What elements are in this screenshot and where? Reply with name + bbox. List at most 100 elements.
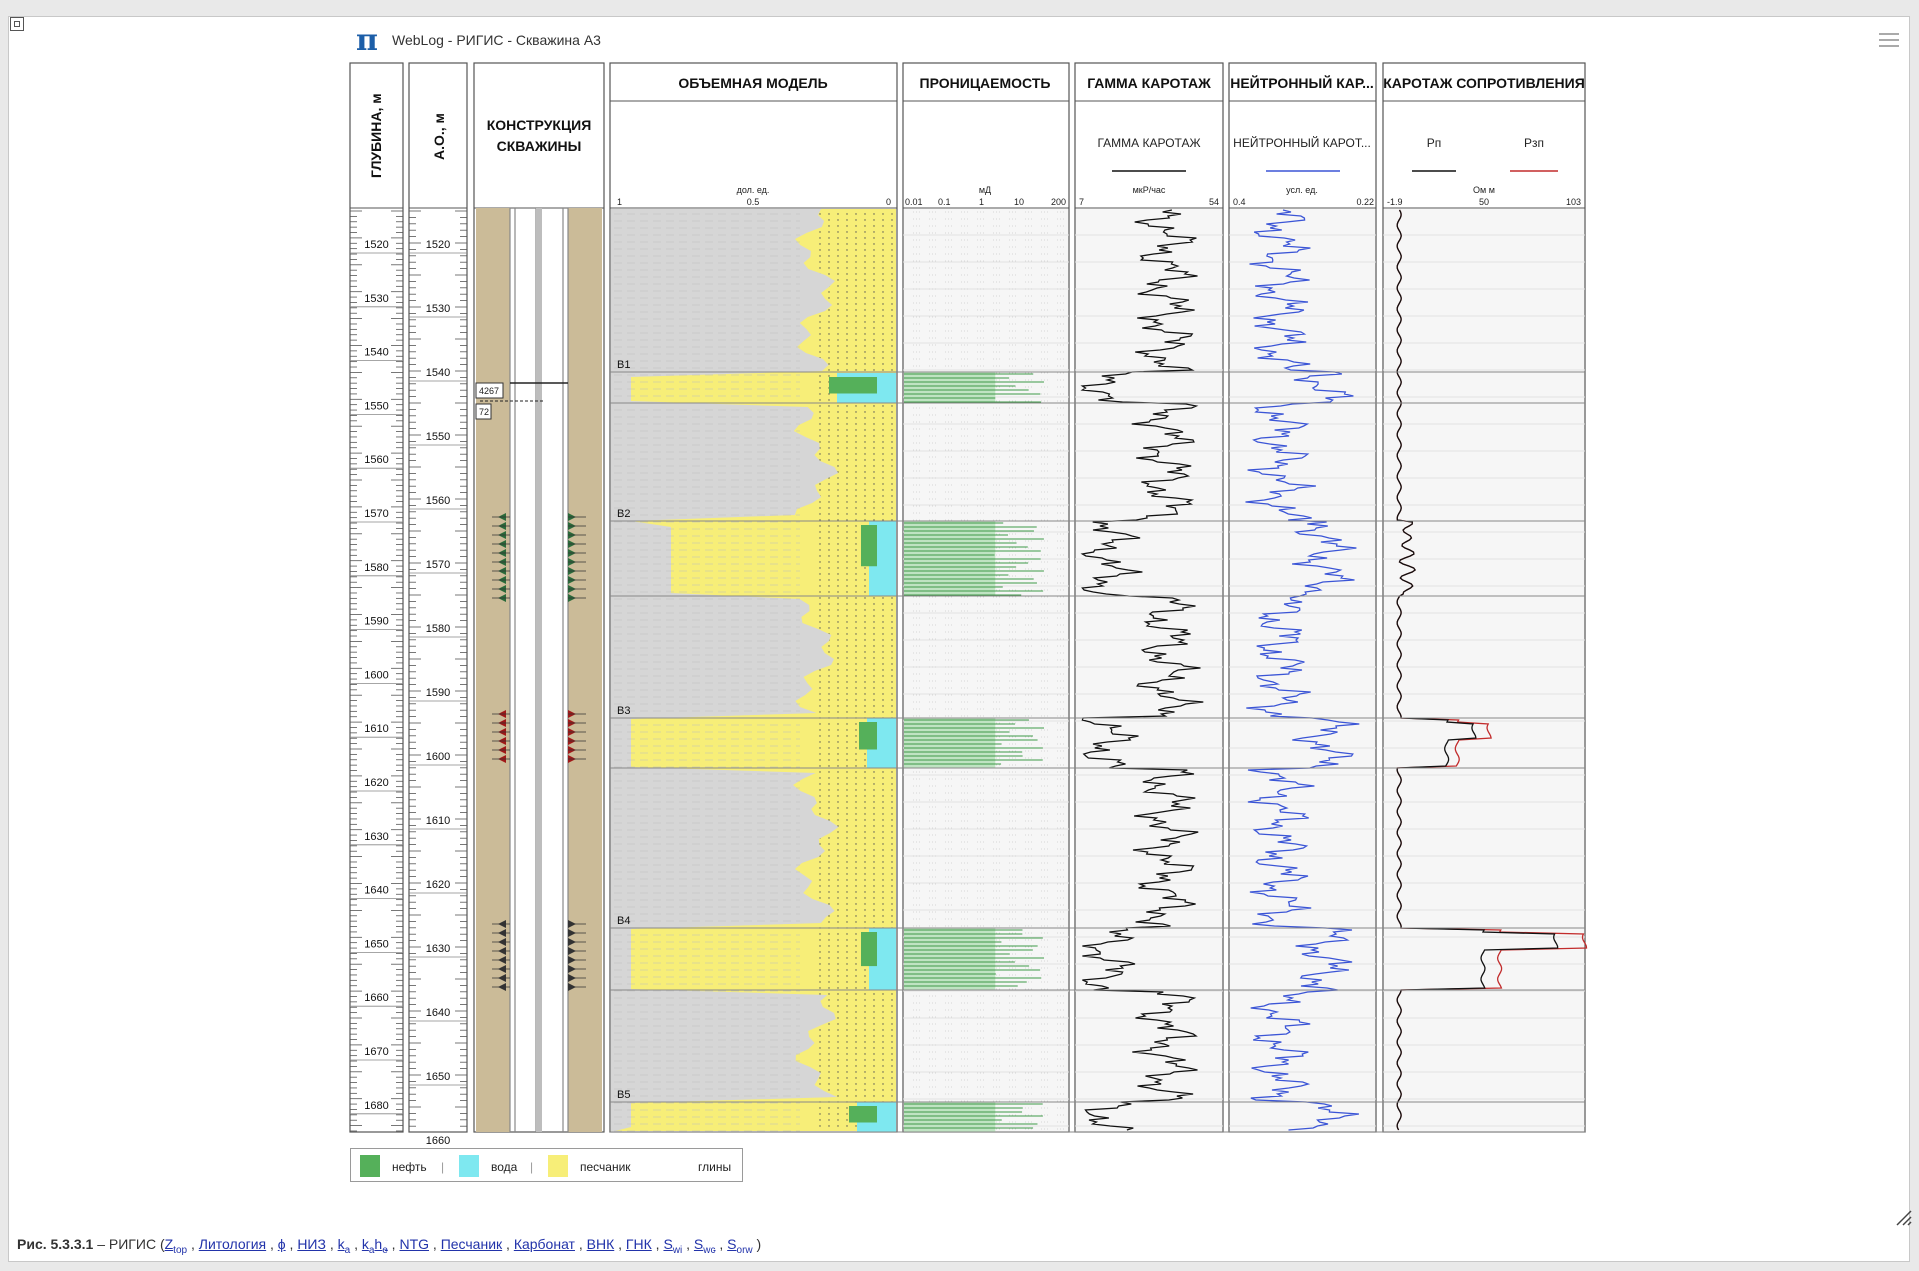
link-ztop[interactable]: Ztop xyxy=(164,1236,188,1256)
link-carbonate[interactable]: Карбонат xyxy=(513,1236,575,1252)
sand-dot xyxy=(819,393,821,395)
sand-dot xyxy=(891,813,893,815)
sand-dot xyxy=(864,855,866,857)
volume-scale-right: 0 xyxy=(886,197,891,207)
sand-dot xyxy=(819,315,821,317)
sand-dot xyxy=(837,1107,839,1109)
sand-dot xyxy=(882,489,884,491)
sand-dot xyxy=(864,231,866,233)
sand-dot xyxy=(855,477,857,479)
sand-dot xyxy=(882,351,884,353)
sand-dot xyxy=(855,663,857,665)
link-phi[interactable]: ϕ xyxy=(277,1236,286,1252)
link-lithology[interactable]: Литология xyxy=(198,1236,267,1252)
sand-dot xyxy=(837,501,839,503)
sand-dot xyxy=(855,975,857,977)
resist-mid: 50 xyxy=(1479,197,1489,207)
sand-dot xyxy=(864,651,866,653)
link-swi[interactable]: Swi xyxy=(663,1236,683,1256)
sand-dot xyxy=(828,363,830,365)
sand-dot xyxy=(864,1053,866,1055)
sand-dot xyxy=(864,789,866,791)
sand-dot xyxy=(873,603,875,605)
sand-dot xyxy=(855,801,857,803)
sand-dot xyxy=(891,219,893,221)
sand-dot xyxy=(855,573,857,575)
sand-dot xyxy=(819,711,821,713)
sand-dot xyxy=(864,309,866,311)
sand-dot xyxy=(828,729,830,731)
sand-dot xyxy=(846,297,848,299)
sand-dot xyxy=(846,795,848,797)
sand-dot xyxy=(837,915,839,917)
expand-icon[interactable] xyxy=(10,17,24,31)
sand-dot xyxy=(864,585,866,587)
depth-label: 1650 xyxy=(364,938,388,950)
sand-dot xyxy=(837,669,839,671)
sand-dot xyxy=(873,873,875,875)
sand-dot xyxy=(882,273,884,275)
sand-dot xyxy=(855,1089,857,1091)
sand-dot xyxy=(819,333,821,335)
sand-dot xyxy=(882,897,884,899)
sand-dot xyxy=(882,285,884,287)
sand-dot xyxy=(864,711,866,713)
sand-dot xyxy=(873,273,875,275)
link-gnk[interactable]: ГНК xyxy=(625,1236,652,1252)
link-swc[interactable]: Swc xyxy=(693,1236,716,1256)
sand-dot xyxy=(855,333,857,335)
sand-dot xyxy=(837,423,839,425)
sand-dot xyxy=(891,357,893,359)
sand-dot xyxy=(819,729,821,731)
link-ntg[interactable]: NTG xyxy=(399,1236,430,1252)
sand-dot xyxy=(819,525,821,527)
sand-dot xyxy=(864,699,866,701)
link-vnk[interactable]: ВНК xyxy=(586,1236,615,1252)
sand-dot xyxy=(837,867,839,869)
sand-dot xyxy=(828,1119,830,1121)
hamburger-icon[interactable] xyxy=(1879,33,1899,49)
cement-right xyxy=(568,208,602,1132)
sand-dot xyxy=(891,1047,893,1049)
sand-dot xyxy=(855,933,857,935)
sand-dot xyxy=(846,369,848,371)
construction-title-1: КОНСТРУКЦИЯ xyxy=(487,117,592,133)
sand-dot xyxy=(828,843,830,845)
link-niz[interactable]: НИЗ xyxy=(297,1236,326,1252)
sand-dot xyxy=(846,507,848,509)
sand-dot xyxy=(882,777,884,779)
sand-dot xyxy=(855,567,857,569)
ao-label: 1640 xyxy=(426,1007,450,1019)
sand-dot xyxy=(828,801,830,803)
sand-dot xyxy=(846,255,848,257)
sand-dot xyxy=(837,657,839,659)
link-ka[interactable]: ka xyxy=(337,1236,351,1256)
sand-dot xyxy=(882,1023,884,1025)
link-sand[interactable]: Песчаник xyxy=(440,1236,503,1252)
sand-dot xyxy=(846,291,848,293)
rzp-curve-name: Рзп xyxy=(1524,136,1544,150)
sand-dot xyxy=(846,735,848,737)
sand-dot xyxy=(873,327,875,329)
sand-dot xyxy=(846,759,848,761)
sand-dot xyxy=(846,657,848,659)
sand-dot xyxy=(864,225,866,227)
sand-dot xyxy=(891,411,893,413)
sand-dot xyxy=(873,843,875,845)
sand-dot xyxy=(846,525,848,527)
link-kh[interactable]: kahe xyxy=(361,1236,388,1256)
link-sorw[interactable]: Sorw xyxy=(727,1236,753,1256)
sand-dot xyxy=(837,561,839,563)
sand-dot xyxy=(837,957,839,959)
sand-dot xyxy=(837,879,839,881)
sand-dot xyxy=(873,915,875,917)
sand-dot xyxy=(837,687,839,689)
sand-dot xyxy=(864,603,866,605)
sand-dot xyxy=(864,465,866,467)
resize-handle-icon[interactable] xyxy=(1895,1209,1913,1227)
sand-dot xyxy=(864,849,866,851)
sand-dot xyxy=(846,567,848,569)
sand-dot xyxy=(891,705,893,707)
sand-dot xyxy=(882,993,884,995)
